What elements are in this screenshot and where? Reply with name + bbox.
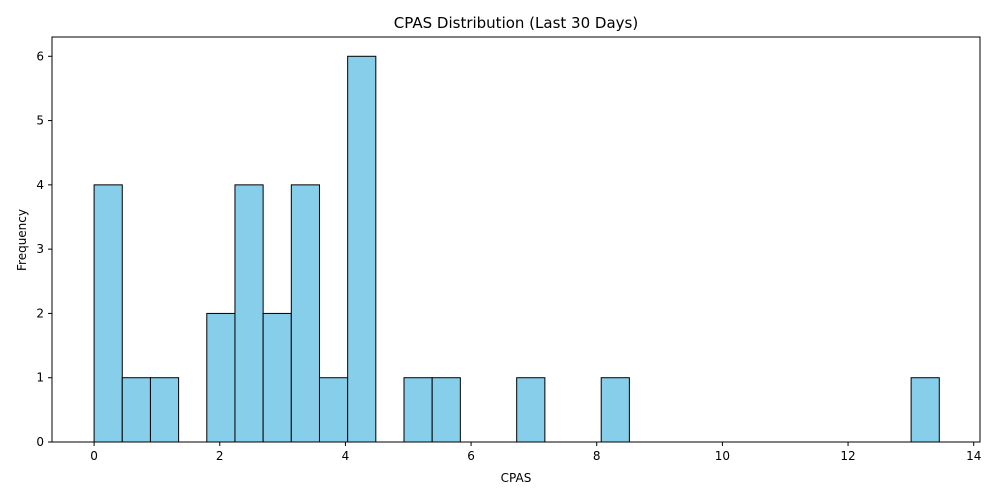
- histogram-bar: [318, 377, 349, 443]
- histogram-bar: [403, 377, 433, 443]
- histogram-bar: [600, 377, 630, 443]
- x-tick-label: 6: [467, 449, 475, 463]
- bars-group: [93, 55, 940, 443]
- histogram-bar: [290, 184, 320, 443]
- y-tick-label: 6: [36, 49, 44, 63]
- histogram-bar: [206, 312, 236, 443]
- y-tick-label: 4: [36, 178, 44, 192]
- histogram-bar: [93, 184, 123, 443]
- y-axis-label: Frequency: [15, 209, 29, 271]
- x-axis-label: CPAS: [501, 471, 532, 485]
- x-tick-label: 12: [840, 449, 855, 463]
- histogram-bar: [910, 377, 940, 443]
- x-axis: 0 2 4 6 8 10 12 14: [90, 442, 981, 463]
- x-tick-label: 0: [90, 449, 98, 463]
- histogram-bar: [516, 377, 546, 443]
- histogram-bar: [234, 184, 264, 443]
- y-tick-label: 2: [36, 306, 44, 320]
- y-tick-label: 3: [36, 242, 44, 256]
- y-tick-label: 5: [36, 114, 44, 128]
- plot-frame: [51, 36, 981, 443]
- histogram-bar: [347, 55, 377, 443]
- chart-title: CPAS Distribution (Last 30 Days): [394, 14, 638, 32]
- histogram-bar: [431, 377, 461, 443]
- x-tick-label: 8: [593, 449, 601, 463]
- x-tick-label: 4: [342, 449, 350, 463]
- x-tick-label: 2: [216, 449, 224, 463]
- y-tick-label: 1: [36, 371, 44, 385]
- x-tick-label: 10: [715, 449, 730, 463]
- y-axis: 0 1 2 3 4 5 6: [36, 49, 52, 449]
- x-tick-label: 14: [966, 449, 981, 463]
- y-tick-label: 0: [36, 435, 44, 449]
- histogram-bar: [121, 377, 151, 443]
- histogram-bar: [262, 312, 292, 443]
- histogram-bar: [149, 377, 180, 443]
